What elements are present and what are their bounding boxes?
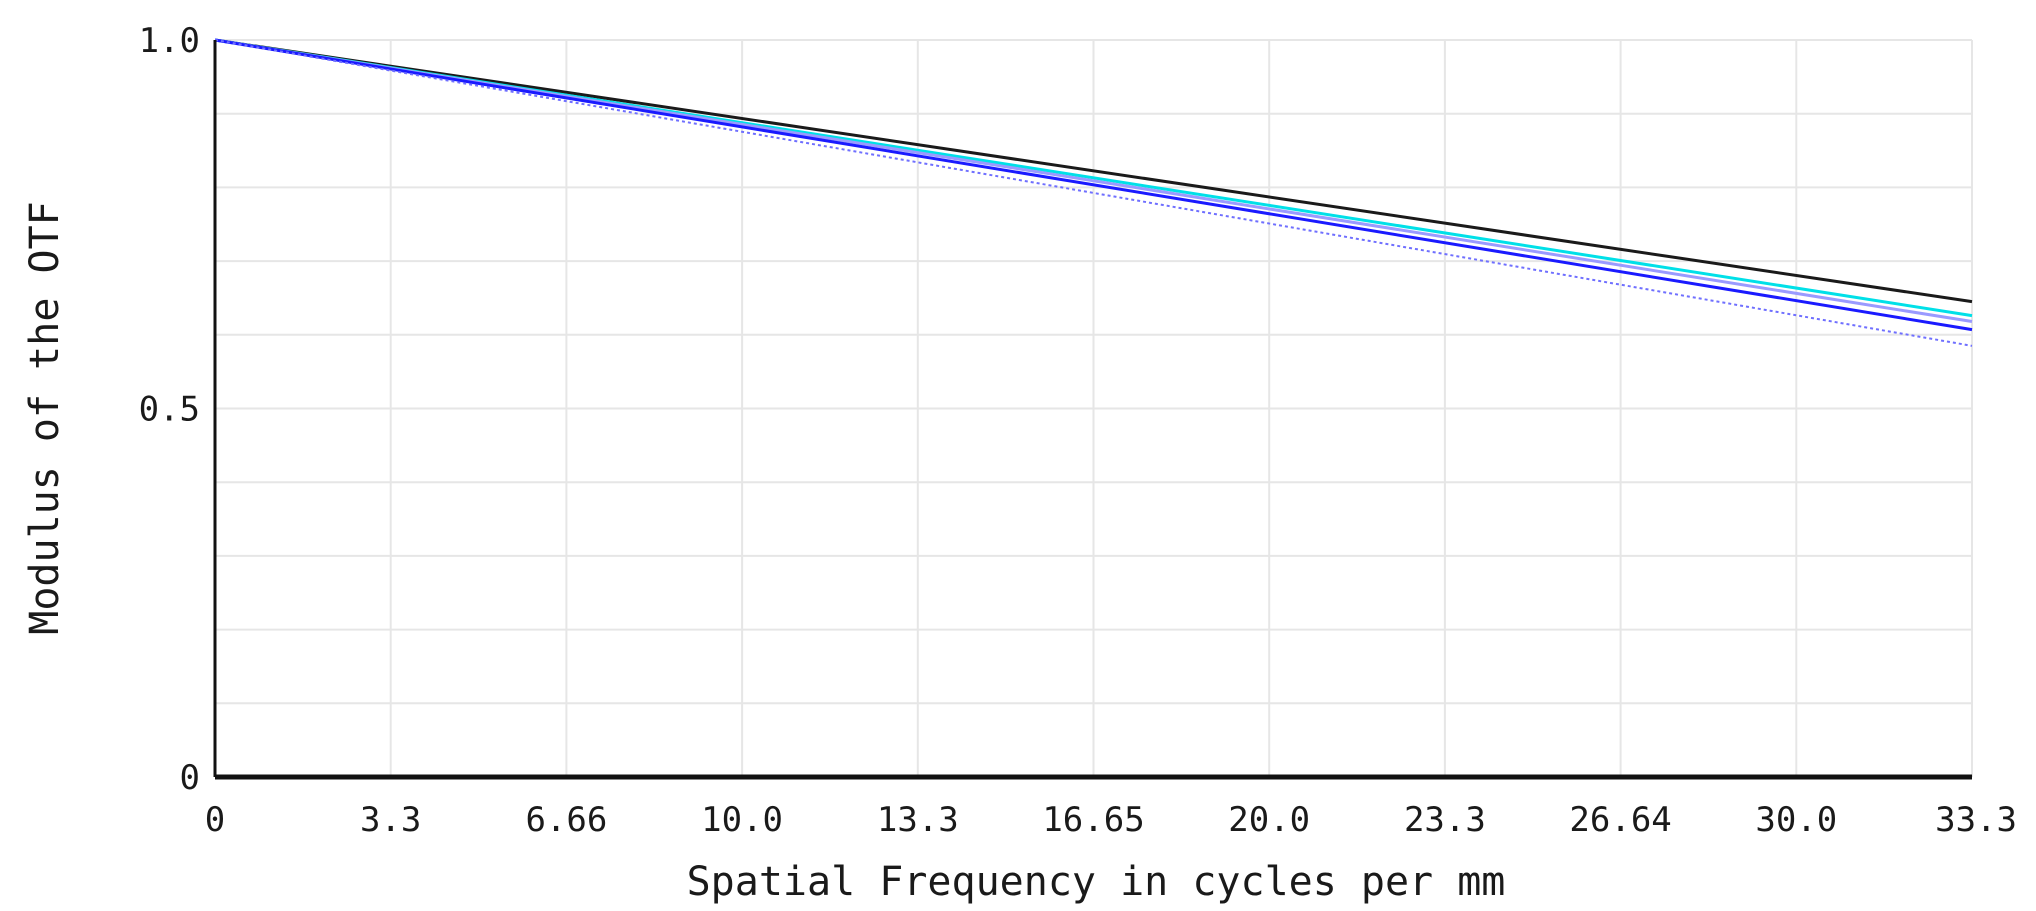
y-tick-label: 1.0 (139, 21, 200, 61)
x-tick-label: 13.3 (877, 800, 959, 840)
series-lines (214, 38, 1973, 347)
x-tick-label: 3.3 (360, 800, 421, 840)
y-axis-label: Modulus of the OTF (22, 201, 68, 634)
x-tick-label: 0 (205, 800, 225, 840)
axes (213, 40, 1972, 780)
x-tick-label: 30.0 (1755, 800, 1837, 840)
series-line-4 (214, 38, 1973, 332)
y-tick-label: 0 (180, 758, 200, 798)
grid (214, 39, 1973, 778)
x-tick-labels: 0 3.3 6.66 10.0 13.3 16.65 20.0 23.3 26.64 30.0 33… (205, 800, 2017, 840)
x-tick-label: 16.65 (1042, 800, 1144, 840)
x-tick-label: 33.3 (1935, 800, 2017, 840)
y-tick-label: 0.5 (139, 390, 200, 430)
x-tick-label: 23.3 (1404, 800, 1486, 840)
x-tick-label: 20.0 (1228, 800, 1310, 840)
x-tick-label: 6.66 (525, 800, 607, 840)
x-axis-label: Spatial Frequency in cycles per mm (687, 859, 1506, 905)
series-line-1 (214, 38, 1973, 304)
x-tick-label: 10.0 (701, 800, 783, 840)
x-tick-label: 26.64 (1569, 800, 1671, 840)
y-tick-labels: 0 0.5 1.0 (139, 21, 200, 798)
